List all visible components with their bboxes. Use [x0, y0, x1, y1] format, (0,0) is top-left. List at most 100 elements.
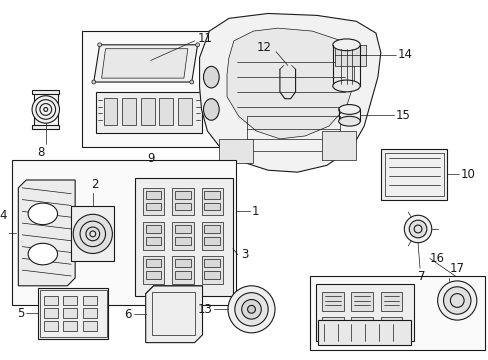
Bar	[204, 259, 220, 267]
Bar	[322, 292, 343, 311]
Text: 4: 4	[0, 209, 6, 222]
Bar	[351, 292, 372, 311]
Bar	[145, 225, 161, 233]
Text: 10: 10	[460, 168, 475, 181]
Circle shape	[195, 43, 199, 47]
Ellipse shape	[203, 99, 219, 120]
Bar	[83, 321, 97, 331]
Bar	[334, 45, 366, 66]
Polygon shape	[102, 49, 187, 78]
Bar	[83, 309, 97, 318]
Bar	[175, 259, 190, 267]
Text: 9: 9	[146, 152, 154, 165]
Ellipse shape	[28, 243, 58, 265]
Bar	[141, 98, 154, 125]
Bar	[83, 296, 97, 305]
Bar	[63, 296, 77, 305]
Bar	[145, 259, 161, 267]
Bar	[172, 222, 193, 249]
Bar	[44, 321, 58, 331]
Text: 12: 12	[256, 41, 271, 54]
Bar	[145, 271, 161, 279]
Bar	[219, 139, 253, 163]
Circle shape	[73, 214, 112, 253]
Text: 6: 6	[124, 308, 132, 321]
Bar	[201, 222, 223, 249]
Ellipse shape	[28, 203, 58, 225]
Text: 5: 5	[17, 307, 24, 320]
Bar	[145, 237, 161, 245]
Bar	[103, 98, 117, 125]
Circle shape	[32, 96, 60, 123]
Bar	[82, 31, 226, 147]
Circle shape	[98, 43, 102, 47]
Bar	[322, 131, 356, 161]
Bar	[44, 309, 58, 318]
Circle shape	[92, 80, 96, 84]
Circle shape	[404, 215, 431, 243]
Bar	[159, 98, 173, 125]
Circle shape	[408, 220, 426, 238]
Text: 8: 8	[37, 146, 44, 159]
Circle shape	[247, 305, 255, 313]
Circle shape	[189, 80, 193, 84]
Bar	[204, 203, 220, 210]
Bar	[204, 191, 220, 199]
Ellipse shape	[332, 39, 360, 51]
Circle shape	[234, 293, 267, 326]
Bar	[172, 188, 193, 215]
Bar	[38, 288, 108, 339]
Bar	[310, 276, 484, 351]
Bar	[142, 188, 164, 215]
Text: 7: 7	[417, 270, 425, 283]
Bar	[44, 296, 58, 305]
Bar	[145, 203, 161, 210]
Bar	[63, 309, 77, 318]
Text: 2: 2	[91, 179, 98, 192]
Bar	[351, 317, 372, 337]
Ellipse shape	[203, 66, 219, 88]
Bar	[142, 256, 164, 284]
Bar	[175, 237, 190, 245]
Circle shape	[437, 281, 476, 320]
Polygon shape	[94, 45, 197, 82]
Text: 16: 16	[429, 252, 444, 265]
Bar	[318, 320, 410, 345]
Text: 14: 14	[397, 48, 412, 61]
Bar	[151, 292, 194, 335]
Bar	[96, 92, 201, 133]
Bar	[201, 188, 223, 215]
Bar	[122, 98, 136, 125]
Bar	[63, 321, 77, 331]
Polygon shape	[34, 92, 58, 127]
Bar	[204, 237, 220, 245]
Bar	[322, 317, 343, 337]
Bar	[135, 178, 232, 296]
Bar	[246, 116, 339, 150]
Circle shape	[227, 286, 274, 333]
Bar	[320, 333, 409, 339]
Polygon shape	[199, 13, 380, 172]
Polygon shape	[145, 286, 202, 343]
Bar	[201, 256, 223, 284]
Bar	[12, 161, 235, 305]
Text: 3: 3	[240, 248, 247, 261]
Bar	[175, 225, 190, 233]
Bar	[172, 256, 193, 284]
Bar	[142, 222, 164, 249]
Text: 1: 1	[251, 204, 259, 218]
Text: 15: 15	[395, 109, 409, 122]
Ellipse shape	[332, 80, 360, 92]
Ellipse shape	[338, 116, 360, 126]
Bar	[384, 153, 443, 196]
Bar	[204, 225, 220, 233]
Bar	[316, 284, 413, 341]
Text: 17: 17	[449, 262, 464, 275]
Bar	[32, 90, 60, 94]
Bar	[145, 191, 161, 199]
Polygon shape	[18, 180, 75, 286]
Bar	[71, 206, 114, 261]
Bar	[380, 149, 447, 199]
Bar	[40, 290, 106, 337]
Bar	[175, 271, 190, 279]
